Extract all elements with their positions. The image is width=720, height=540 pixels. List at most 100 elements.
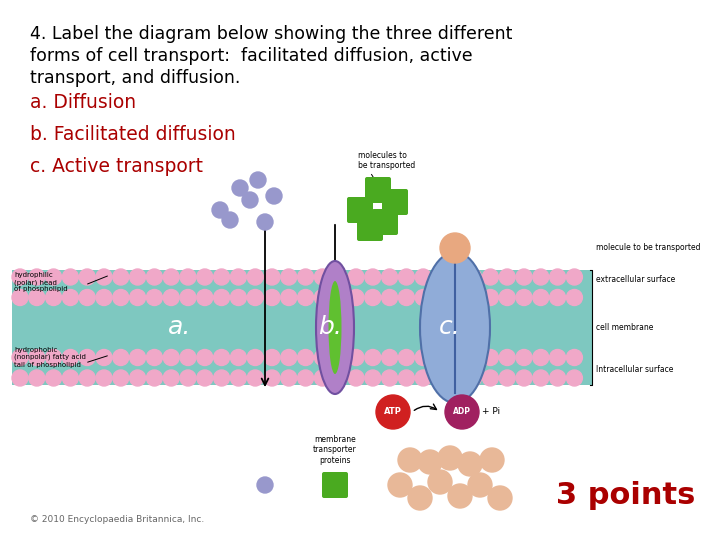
Circle shape	[499, 289, 516, 306]
Ellipse shape	[328, 281, 341, 374]
Circle shape	[482, 289, 498, 306]
Circle shape	[281, 370, 297, 386]
Ellipse shape	[420, 252, 490, 403]
Circle shape	[382, 289, 397, 306]
Text: b.: b.	[318, 315, 342, 340]
Circle shape	[113, 349, 129, 366]
Circle shape	[432, 349, 448, 366]
Circle shape	[230, 269, 246, 285]
Circle shape	[281, 289, 297, 306]
Text: c. Active transport: c. Active transport	[30, 157, 203, 176]
Circle shape	[264, 370, 280, 386]
Circle shape	[376, 395, 410, 429]
Circle shape	[438, 446, 462, 470]
Circle shape	[516, 370, 532, 386]
Circle shape	[29, 269, 45, 285]
Circle shape	[79, 370, 95, 386]
Circle shape	[130, 289, 145, 306]
Circle shape	[45, 289, 62, 306]
Circle shape	[113, 370, 129, 386]
Circle shape	[348, 349, 364, 366]
Circle shape	[331, 289, 347, 306]
Circle shape	[348, 370, 364, 386]
Circle shape	[567, 289, 582, 306]
Circle shape	[365, 289, 381, 306]
Circle shape	[432, 269, 448, 285]
Circle shape	[466, 289, 482, 306]
Circle shape	[440, 233, 470, 263]
Circle shape	[180, 289, 196, 306]
Circle shape	[567, 269, 582, 285]
Circle shape	[63, 370, 78, 386]
Circle shape	[533, 349, 549, 366]
Circle shape	[315, 289, 330, 306]
Circle shape	[130, 349, 145, 366]
Text: molecule to be transported: molecule to be transported	[596, 244, 701, 253]
Circle shape	[281, 349, 297, 366]
Circle shape	[418, 450, 442, 474]
Circle shape	[482, 370, 498, 386]
Circle shape	[45, 349, 62, 366]
Circle shape	[415, 349, 431, 366]
Circle shape	[428, 470, 452, 494]
Text: c.: c.	[439, 315, 461, 340]
Circle shape	[214, 289, 230, 306]
Text: a. Diffusion: a. Diffusion	[30, 93, 136, 112]
Circle shape	[250, 172, 266, 188]
Text: b. Facilitated diffusion: b. Facilitated diffusion	[30, 125, 235, 144]
Circle shape	[12, 269, 28, 285]
Circle shape	[315, 349, 330, 366]
Circle shape	[549, 349, 566, 366]
Circle shape	[365, 370, 381, 386]
Circle shape	[315, 269, 330, 285]
Circle shape	[242, 192, 258, 208]
Text: cell membrane: cell membrane	[596, 323, 653, 332]
Circle shape	[130, 269, 145, 285]
Circle shape	[79, 289, 95, 306]
Text: ATP: ATP	[384, 408, 402, 416]
Circle shape	[96, 289, 112, 306]
Circle shape	[45, 269, 62, 285]
FancyBboxPatch shape	[322, 472, 348, 498]
Circle shape	[163, 289, 179, 306]
Circle shape	[180, 370, 196, 386]
Circle shape	[365, 349, 381, 366]
Circle shape	[130, 370, 145, 386]
Circle shape	[247, 289, 264, 306]
Text: ADP: ADP	[453, 408, 471, 416]
Circle shape	[567, 370, 582, 386]
Text: transport, and diffusion.: transport, and diffusion.	[30, 69, 240, 87]
Circle shape	[432, 289, 448, 306]
Circle shape	[163, 269, 179, 285]
Circle shape	[331, 269, 347, 285]
Circle shape	[533, 269, 549, 285]
Circle shape	[96, 269, 112, 285]
Circle shape	[197, 289, 213, 306]
Circle shape	[63, 349, 78, 366]
Circle shape	[516, 349, 532, 366]
Text: Intracellular surface: Intracellular surface	[596, 366, 673, 375]
Circle shape	[180, 349, 196, 366]
Circle shape	[398, 289, 415, 306]
Circle shape	[63, 289, 78, 306]
Circle shape	[466, 370, 482, 386]
Circle shape	[230, 349, 246, 366]
Circle shape	[382, 370, 397, 386]
Circle shape	[197, 349, 213, 366]
Circle shape	[197, 269, 213, 285]
FancyBboxPatch shape	[12, 270, 592, 385]
Circle shape	[549, 269, 566, 285]
Circle shape	[163, 349, 179, 366]
Circle shape	[79, 269, 95, 285]
Circle shape	[214, 269, 230, 285]
FancyBboxPatch shape	[382, 189, 408, 215]
Circle shape	[331, 370, 347, 386]
Circle shape	[29, 349, 45, 366]
Circle shape	[297, 370, 314, 386]
Circle shape	[549, 289, 566, 306]
Text: + Pi: + Pi	[482, 408, 500, 416]
Circle shape	[365, 269, 381, 285]
Circle shape	[415, 370, 431, 386]
FancyBboxPatch shape	[372, 209, 398, 235]
Circle shape	[214, 349, 230, 366]
